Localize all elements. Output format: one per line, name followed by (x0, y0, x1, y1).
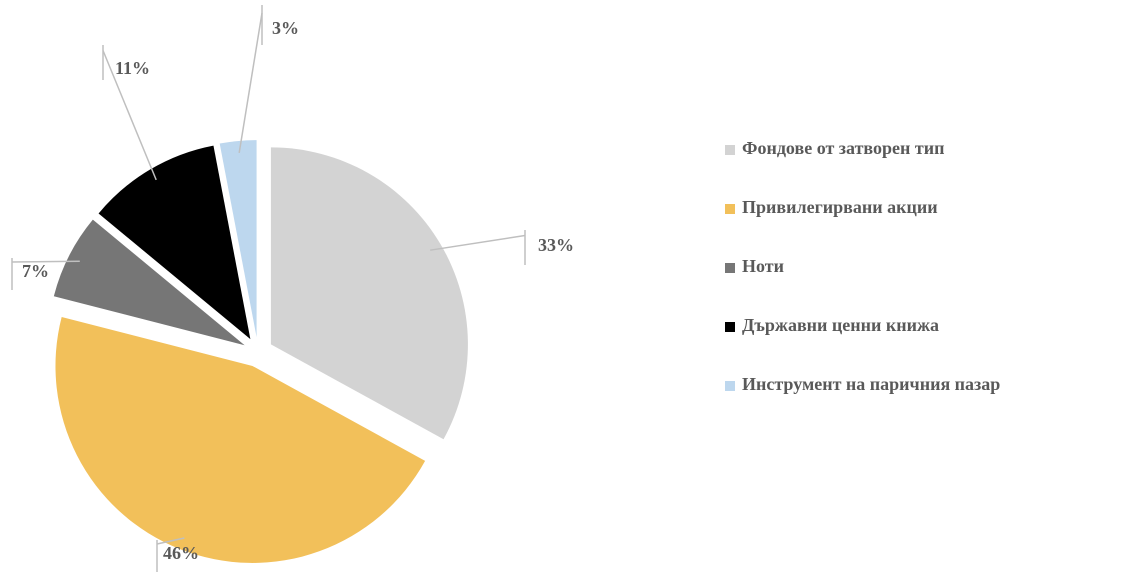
pie-slice (219, 140, 257, 338)
legend-label: Държавни ценни книжа (742, 315, 939, 335)
leader-line (238, 12, 263, 154)
leader-line (430, 234, 526, 251)
leader-line (156, 537, 185, 545)
data-label: 7% (22, 261, 49, 281)
legend-label: Фондове от затворен тип (742, 138, 944, 158)
data-label: 33% (538, 235, 574, 255)
pie-slice (270, 147, 468, 440)
pie-slice (55, 316, 426, 563)
data-label: 3% (272, 18, 299, 38)
legend-label: Инструмент на паричния пазар (742, 374, 1000, 394)
legend-swatch (725, 322, 735, 332)
pie-slice (53, 219, 245, 346)
legend-swatch (725, 204, 735, 214)
legend-swatch (725, 145, 735, 155)
legend-swatch (725, 263, 735, 273)
pie-slice (98, 145, 251, 340)
data-label: 11% (115, 58, 150, 78)
legend-label: Привилегирвани акции (742, 197, 938, 217)
leader-line (11, 260, 80, 263)
legend-swatch (725, 381, 735, 391)
data-label: 46% (163, 543, 199, 563)
leader-line (102, 50, 157, 181)
legend-label: Ноти (742, 256, 784, 276)
